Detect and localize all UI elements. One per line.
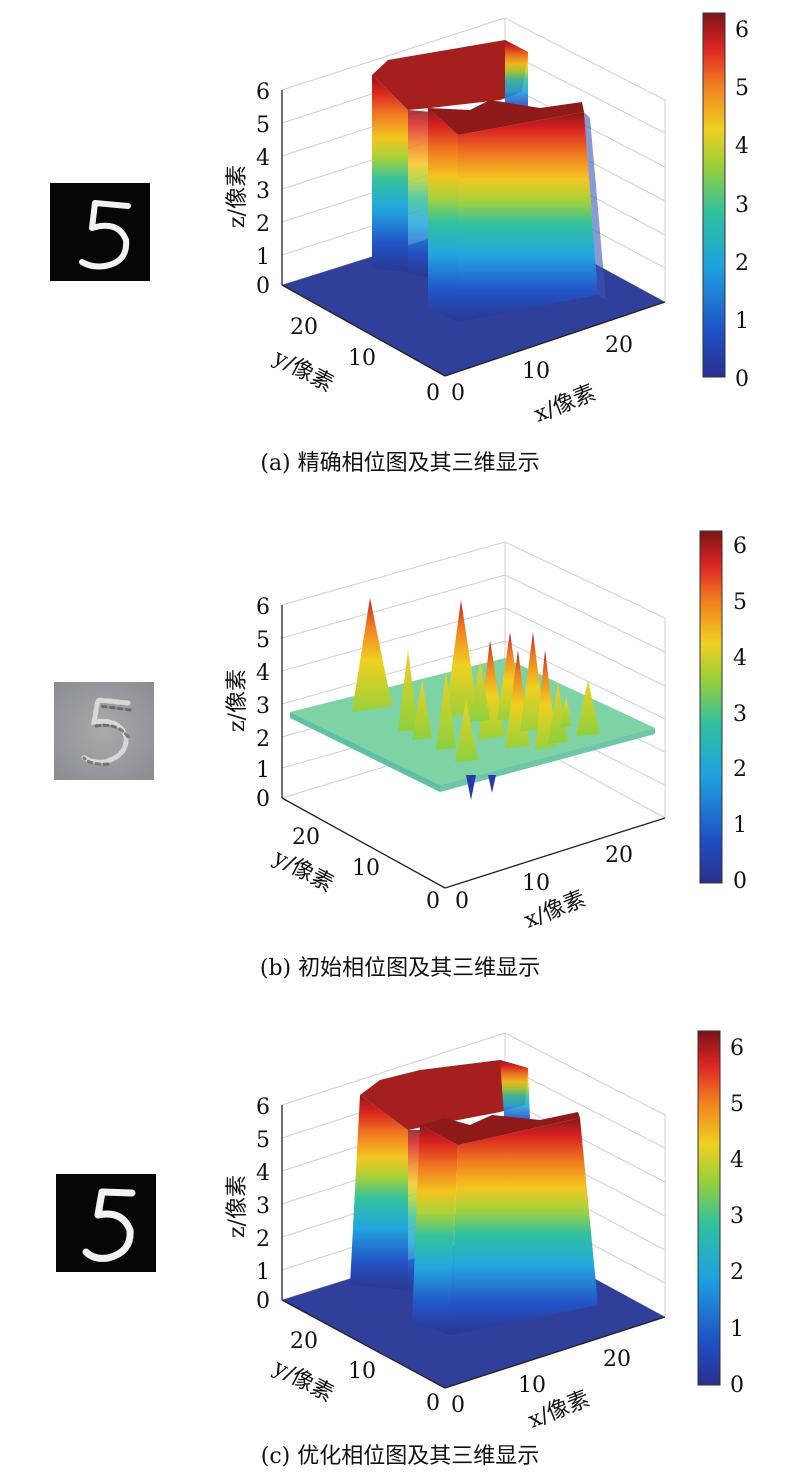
colorbar-tick: 4	[733, 646, 747, 671]
z-tick: 5	[256, 113, 270, 138]
y-ticks-b: 20 10 0	[292, 825, 440, 914]
colorbar-tick: 2	[735, 251, 749, 276]
y-tick: 20	[290, 315, 318, 340]
colorbar-tick: 0	[735, 367, 749, 392]
y-axis-label-a: y/像素	[268, 345, 337, 398]
x-tick: 20	[605, 333, 633, 358]
z-tick: 5	[256, 1128, 270, 1153]
caption-b: (b) 初始相位图及其三维显示	[259, 956, 541, 981]
colorbar-tick: 0	[730, 1373, 744, 1398]
x-tick: 10	[522, 871, 550, 896]
x-tick: 0	[451, 1393, 465, 1418]
panel-a: 6 5 4 3 2 1 0 z/像素 20 10 0 y/像素 0 10 20 …	[0, 0, 800, 490]
surface-b	[290, 598, 655, 800]
x-tick: 0	[451, 381, 465, 406]
y-tick: 0	[426, 381, 440, 406]
y-tick: 0	[426, 1391, 440, 1416]
z-tick: 6	[256, 1095, 270, 1120]
z-ticks-b: 6 5 4 3 2 1 0	[256, 595, 270, 812]
y-ticks-c: 20 10 0	[290, 1329, 440, 1416]
colorbar-b: 0 1 2 3 4 5 6	[699, 530, 747, 894]
caption-a: (a) 精确相位图及其三维显示	[260, 451, 540, 476]
axes-front-b	[281, 605, 666, 889]
z-tick: 1	[256, 245, 270, 270]
chart-b-svg: 6 5 4 3 2 1 0 z/像素 20 10 0 y/像素 0 10 20 …	[54, 530, 747, 934]
colorbar-tick: 6	[730, 1036, 744, 1061]
colorbar-tick: 5	[733, 590, 747, 615]
z-tick: 2	[256, 1227, 270, 1252]
caption-c: (c) 优化相位图及其三维显示	[260, 1444, 540, 1469]
x-ticks-c: 0 10 20	[451, 1347, 631, 1418]
colorbar-tick: 5	[735, 76, 749, 101]
colorbar-tick: 0	[733, 869, 747, 894]
z-tick: 4	[256, 1161, 270, 1186]
z-tick: 0	[256, 274, 270, 299]
x-tick: 10	[522, 359, 550, 384]
y-tick: 10	[348, 1359, 376, 1384]
thumbnail-b	[54, 682, 154, 780]
x-axis-label-a: x/像素	[531, 380, 600, 427]
y-tick: 20	[292, 825, 320, 850]
thumbnail-c	[56, 1174, 156, 1272]
y-tick: 0	[426, 889, 440, 914]
colorbar-tick: 4	[735, 134, 749, 159]
panel-c: 6 5 4 3 2 1 0 z/像素 20 10 0 y/像素 0 10 20 …	[0, 1000, 800, 1483]
axes-front-a	[281, 90, 666, 377]
z-axis-label-b: z/像素	[225, 669, 250, 732]
x-tick: 0	[455, 889, 469, 914]
y-axis-label-c: y/像素	[268, 1355, 337, 1408]
z-tick: 1	[256, 758, 270, 783]
surface-c	[350, 1060, 598, 1335]
y-tick: 20	[290, 1329, 318, 1354]
y-axis-label-b: y/像素	[268, 845, 337, 898]
z-tick: 4	[256, 146, 270, 171]
z-tick: 3	[256, 1194, 270, 1219]
y-ticks-a: 20 10 0	[290, 315, 440, 406]
z-tick: 2	[256, 212, 270, 237]
x-tick: 20	[603, 1347, 631, 1372]
colorbar-tick: 4	[730, 1148, 744, 1173]
colorbar-tick: 6	[733, 534, 747, 559]
colorbar-tick: 1	[735, 309, 749, 334]
colorbar-a: 0 1 2 3 4 5 6	[702, 12, 749, 392]
z-ticks-c: 6 5 4 3 2 1 0	[256, 1095, 270, 1314]
x-tick: 20	[605, 843, 633, 868]
colorbar-tick: 2	[730, 1260, 744, 1285]
colorbar-tick: 1	[730, 1317, 744, 1342]
z-ticks-a: 6 5 4 3 2 1 0	[256, 80, 270, 299]
z-tick: 4	[256, 661, 270, 686]
z-axis-label-c: z/像素	[225, 1175, 250, 1238]
z-axis-label-a: z/像素	[225, 165, 250, 228]
x-ticks-b: 0 10 20	[455, 843, 633, 914]
z-tick: 3	[256, 694, 270, 719]
z-tick: 0	[256, 1289, 270, 1314]
z-tick: 6	[256, 80, 270, 105]
y-tick: 10	[348, 346, 376, 371]
x-tick: 10	[518, 1373, 546, 1398]
colorbar-tick: 6	[735, 18, 749, 43]
colorbar-tick: 1	[733, 813, 747, 838]
z-tick: 6	[256, 595, 270, 620]
x-ticks-a: 0 10 20	[451, 333, 633, 406]
z-tick: 5	[256, 628, 270, 653]
chart-a-svg: 6 5 4 3 2 1 0 z/像素 20 10 0 y/像素 0 10 20 …	[50, 12, 749, 428]
surface-a	[372, 40, 606, 322]
colorbar-tick: 3	[735, 193, 749, 218]
z-tick: 0	[256, 787, 270, 812]
z-tick: 2	[256, 727, 270, 752]
z-tick: 1	[256, 1260, 270, 1285]
chart-c-svg: 6 5 4 3 2 1 0 z/像素 20 10 0 y/像素 0 10 20 …	[56, 1030, 744, 1434]
y-tick: 10	[352, 856, 380, 881]
thumbnail-a	[50, 183, 150, 281]
colorbar-tick: 3	[730, 1204, 744, 1229]
colorbar-tick: 2	[733, 757, 747, 782]
axes-front-c	[281, 1105, 666, 1389]
colorbar-c: 0 1 2 3 4 5 6	[697, 1030, 744, 1398]
colorbar-tick: 5	[730, 1092, 744, 1117]
panel-b: 6 5 4 3 2 1 0 z/像素 20 10 0 y/像素 0 10 20 …	[0, 500, 800, 990]
colorbar-tick: 3	[733, 702, 747, 727]
z-tick: 3	[256, 179, 270, 204]
